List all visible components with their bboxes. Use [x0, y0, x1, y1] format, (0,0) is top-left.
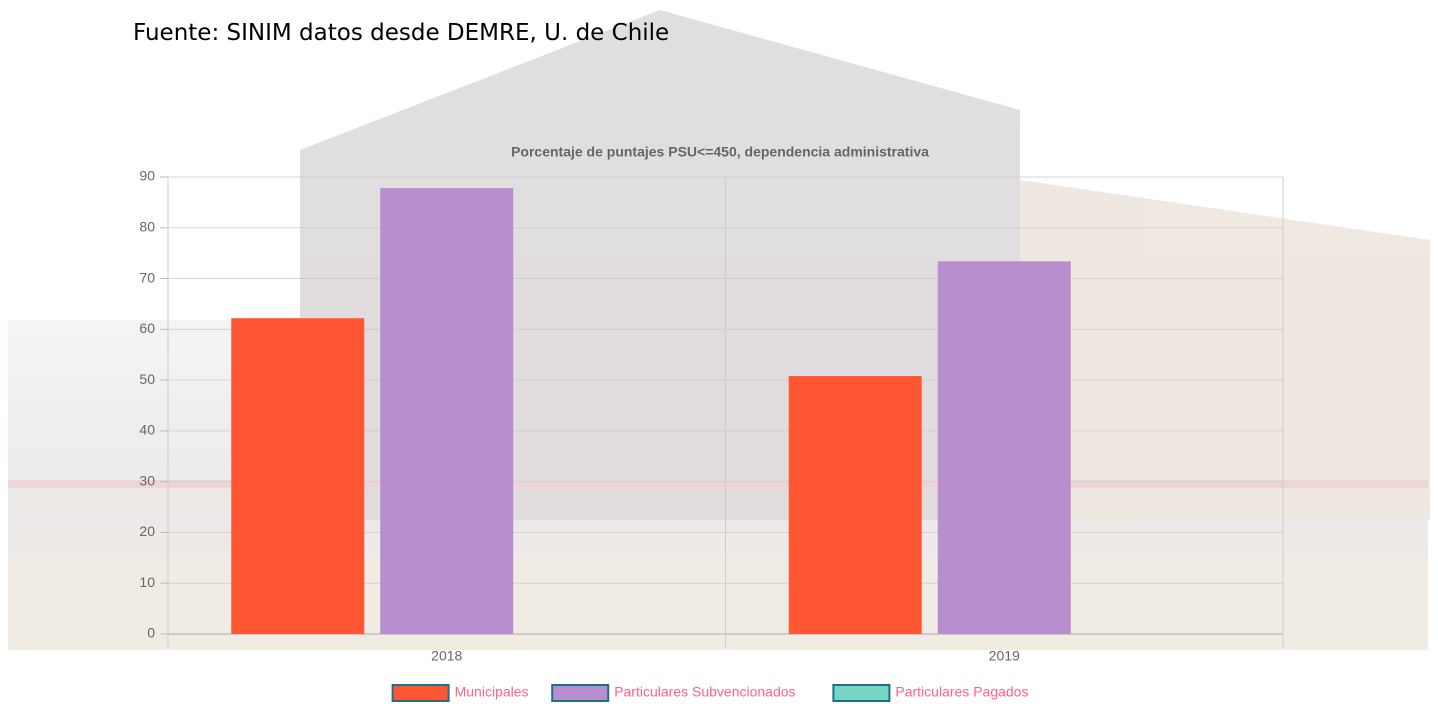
- legend-label[interactable]: Particulares Subvencionados: [614, 684, 795, 700]
- legend-swatch[interactable]: [832, 684, 891, 702]
- y-tick-label: 60: [139, 320, 155, 336]
- y-tick-label: 70: [139, 269, 155, 285]
- legend-swatch[interactable]: [391, 684, 450, 702]
- x-tick-label: 2019: [989, 648, 1020, 664]
- chart-title: Porcentaje de puntajes PSU<=450, depende…: [511, 144, 929, 160]
- y-tick-label: 80: [139, 218, 155, 234]
- y-tick-label: 0: [147, 625, 155, 641]
- y-tick-label: 20: [139, 523, 155, 539]
- legend-label[interactable]: Particulares Pagados: [895, 684, 1028, 700]
- y-tick-label: 10: [139, 574, 155, 590]
- background-photo: [8, 10, 1430, 650]
- y-tick-label: 50: [139, 371, 155, 387]
- legend-label[interactable]: Municipales: [455, 684, 529, 700]
- y-tick-label: 90: [139, 168, 155, 184]
- source-note: Fuente: SINIM datos desde DEMRE, U. de C…: [133, 20, 669, 46]
- legend-swatch[interactable]: [551, 684, 610, 702]
- bar: [231, 318, 365, 634]
- bar: [937, 261, 1071, 634]
- bar: [380, 188, 514, 634]
- y-tick-label: 30: [139, 472, 155, 488]
- x-tick-label: 2018: [431, 648, 462, 664]
- y-tick-label: 40: [139, 422, 155, 438]
- bar: [788, 376, 922, 634]
